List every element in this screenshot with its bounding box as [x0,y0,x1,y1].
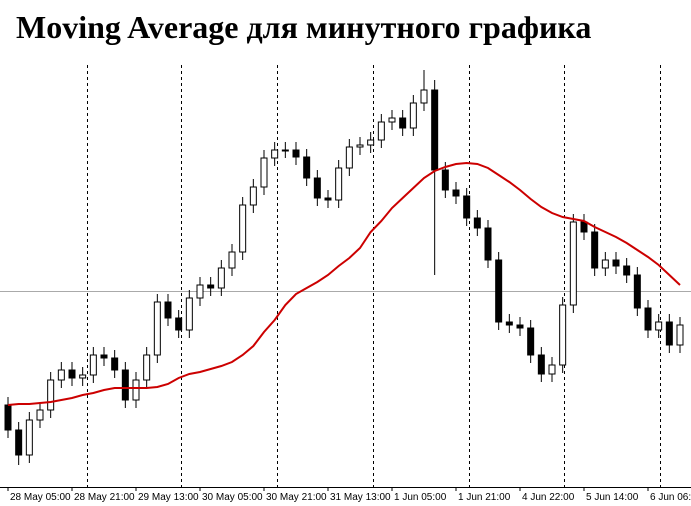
candle-body [441,169,449,191]
candle-body [4,404,12,431]
candle-body [196,284,204,299]
candle-body [367,139,375,146]
candle-body [281,149,289,152]
x-tick-label: 1 Jun 05:00 [394,492,447,503]
candle-body [431,89,439,171]
candle-body [121,369,129,401]
candle-body [463,195,471,219]
candle-body [89,354,97,376]
candle-body [356,144,364,148]
x-tick-label: 6 Jun 06:00 [650,492,691,503]
candle-body [601,259,609,269]
candle-body [239,204,247,253]
candle-body [47,379,55,411]
candle-body [655,321,663,331]
candle-body [644,307,652,331]
candle-body [217,267,225,289]
candle-body [111,357,119,371]
candle-body [633,274,641,309]
x-tick-label: 5 Jun 14:00 [586,492,639,503]
candle-body [345,146,353,169]
candle-body [57,369,65,381]
x-tick-label: 30 May 05:00 [202,492,263,503]
title-box [8,4,650,44]
candle-body [623,265,631,276]
candle-body [452,189,460,197]
candle-body [399,117,407,129]
moving-average-line [7,161,681,406]
candle-body [580,221,588,233]
candle-body [665,321,673,346]
candle-body [516,324,524,329]
x-tick-label: 31 May 13:00 [330,492,391,503]
day-separators [87,65,661,487]
plot [4,70,684,465]
candle-body [153,301,161,356]
chart-title: Moving Average для минутного графика [16,9,591,45]
candle-body [676,324,684,346]
candle-body [569,221,577,306]
candle-body [260,157,268,188]
candle-body [15,429,23,456]
candle-body [143,354,151,381]
x-tick-label: 28 May 05:00 [10,492,71,503]
candle-body [185,297,193,331]
candle-body [548,364,556,375]
candle-body [175,317,183,331]
candle-body [36,409,44,421]
candle-body [303,156,311,179]
candle-body [409,102,417,129]
x-tick-label: 29 May 13:00 [138,492,199,503]
candle-body [132,379,140,401]
candle-body [420,89,428,104]
candle-body [271,149,279,159]
candle-body [527,327,535,356]
candle-body [473,217,481,229]
x-tick-label: 28 May 21:00 [74,492,135,503]
candle-body [612,259,620,267]
candle-body [79,374,87,379]
candle-body [591,231,599,269]
candle-body [292,149,300,158]
candle-body [505,321,513,326]
x-tick-label: 1 Jun 21:00 [458,492,511,503]
candle-body [495,259,503,323]
candle-body [559,304,567,366]
candle-body [324,197,332,201]
x-tick-label: 4 Jun 22:00 [522,492,575,503]
candle-body [228,251,236,269]
candle-body [249,186,257,206]
candle-body [25,419,33,456]
candle-body [164,301,172,319]
candle-body [313,177,321,199]
candle-body [207,284,215,289]
candle-body [335,167,343,201]
x-tick-label: 30 May 21:00 [266,492,327,503]
candle-body [377,121,385,141]
candle-body [68,369,76,379]
candle-body [388,117,396,123]
candle-body [537,354,545,375]
candle-body [100,354,108,359]
candle-body [484,227,492,261]
